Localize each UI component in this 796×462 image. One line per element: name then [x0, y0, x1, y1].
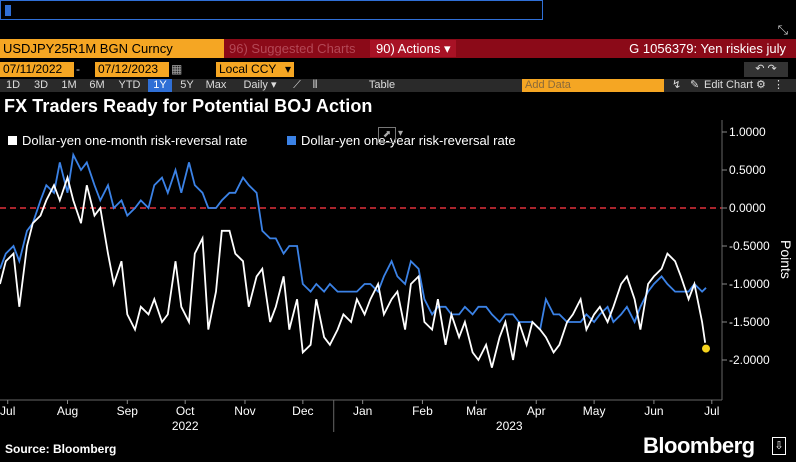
text-cursor: [5, 5, 11, 16]
x-axis-ticks: Jul Aug Sep Oct Nov Dec Jan Feb Mar Apr May Jun Jul 2…: [0, 399, 722, 433]
y-axis-label: Points: [778, 240, 794, 279]
range-1y[interactable]: 1Y: [148, 79, 172, 92]
legend-item-series2[interactable]: Dollar-yen one-year risk-reversal rate: [287, 133, 516, 148]
chart-ticket-label: G 1056379: Yen riskies july: [629, 41, 786, 56]
undo-redo-buttons[interactable]: ↶ ↷: [744, 62, 788, 77]
date-toolbar: 07/11/2022 - 07/12/2023 ▦ Local CCY ▾ ↶ ↷: [0, 62, 796, 77]
range-1m[interactable]: 1M: [61, 79, 77, 91]
currency-select[interactable]: Local CCY ▾: [216, 62, 294, 77]
y-tick-label: -1.0000: [729, 277, 770, 291]
chevron-down-icon: ▾: [284, 62, 291, 76]
x-tick-label: Aug: [57, 404, 78, 418]
range-5y[interactable]: 5Y: [180, 79, 194, 91]
chart-title: FX Traders Ready for Potential BOJ Actio…: [4, 96, 373, 116]
last-value-marker: [700, 342, 712, 355]
x-tick-label: Sep: [117, 404, 139, 418]
frequency-value: Daily: [243, 79, 268, 91]
x-tick-label: Mar: [466, 404, 487, 418]
start-date-field[interactable]: 07/11/2022: [0, 62, 74, 77]
x-tick-label: Nov: [234, 404, 255, 418]
action-bar: 96) Suggested Charts 90) Actions ▾ G 105…: [224, 39, 796, 58]
y-tick-label: 0.0000: [729, 201, 766, 215]
x-tick-label: Jun: [644, 404, 663, 418]
annotation-icon[interactable]: ↯: [672, 79, 682, 91]
suggested-charts-button[interactable]: 96) Suggested Charts: [229, 41, 356, 56]
actions-label: 90) Actions: [376, 41, 441, 56]
range-1d[interactable]: 1D: [5, 79, 21, 91]
more-options-icon[interactable]: ⋮: [773, 79, 784, 91]
y-tick-label: -0.5000: [729, 239, 770, 253]
x-tick-label: Dec: [292, 404, 313, 418]
year-label: 2023: [496, 419, 523, 433]
legend-swatch: [287, 136, 296, 145]
chevron-down-icon[interactable]: ▾: [398, 128, 404, 139]
chevron-down-icon: ▾: [443, 41, 451, 56]
currency-value: Local CCY: [219, 62, 277, 76]
series-one-year-line: [0, 151, 707, 332]
x-tick-label: Feb: [412, 404, 433, 418]
range-6m[interactable]: 6M: [89, 79, 105, 91]
x-tick-label: Oct: [176, 404, 195, 418]
series-one-month-line: [0, 174, 707, 368]
table-button[interactable]: Table: [368, 79, 396, 91]
command-line[interactable]: [0, 0, 543, 20]
date-separator: -: [76, 62, 80, 76]
legend-label: Dollar-yen one-month risk-reversal rate: [22, 133, 248, 148]
x-tick-label: May: [583, 404, 606, 418]
legend-label: Dollar-yen one-year risk-reversal rate: [301, 133, 516, 148]
chart-options-icon[interactable]: ⬈: [378, 127, 396, 143]
frequency-select[interactable]: Daily ▾: [243, 79, 277, 91]
x-tick-label: Apr: [527, 404, 546, 418]
x-tick-label: Jul: [0, 404, 15, 418]
y-tick-label: -2.0000: [729, 353, 770, 367]
settings-icon[interactable]: ⚙: [756, 79, 766, 91]
y-tick-label: 1.0000: [729, 125, 766, 139]
chart-export-icon[interactable]: ⇩: [772, 437, 786, 455]
x-tick-label: Jan: [353, 404, 372, 418]
calendar-icon[interactable]: ▦: [171, 62, 183, 76]
edit-icon[interactable]: ✎: [690, 79, 700, 91]
y-tick-label: -1.5000: [729, 315, 770, 329]
ticker-field[interactable]: USDJPY25R1M BGN Curncy: [0, 39, 224, 58]
security-toolbar: USDJPY25R1M BGN Curncy 96) Suggested Cha…: [0, 39, 796, 58]
year-label: 2022: [172, 419, 199, 433]
edit-chart-button[interactable]: Edit Chart: [704, 79, 753, 91]
line-chart-icon[interactable]: ⟋: [293, 79, 301, 91]
range-3d[interactable]: 3D: [33, 79, 49, 91]
y-tick-label: 0.5000: [729, 163, 766, 177]
legend-item-series1[interactable]: Dollar-yen one-month risk-reversal rate: [8, 133, 247, 148]
end-date-field[interactable]: 07/12/2023: [95, 62, 169, 77]
range-max[interactable]: Max: [205, 79, 227, 91]
pin-window-icon[interactable]: ⤡: [777, 22, 788, 37]
actions-button[interactable]: 90) Actions ▾: [370, 40, 457, 57]
range-ytd[interactable]: YTD: [118, 79, 141, 91]
y-axis-ticks: 1.0000 0.5000 0.0000 -0.5000 -1.0000 -1.5000 -…: [722, 125, 770, 367]
legend-swatch: [8, 136, 17, 145]
brand-logo: Bloomberg: [643, 433, 755, 458]
source-note: Source: Bloomberg: [5, 442, 117, 456]
add-data-field[interactable]: Add Data: [522, 79, 664, 92]
x-tick-label: Jul: [704, 404, 719, 418]
range-toolbar: 1D 3D 1M 6M YTD 1Y 5Y Max Daily ▾ ⟋ ⫴ Ta…: [0, 79, 796, 92]
bar-chart-icon[interactable]: ⫴: [312, 79, 318, 91]
